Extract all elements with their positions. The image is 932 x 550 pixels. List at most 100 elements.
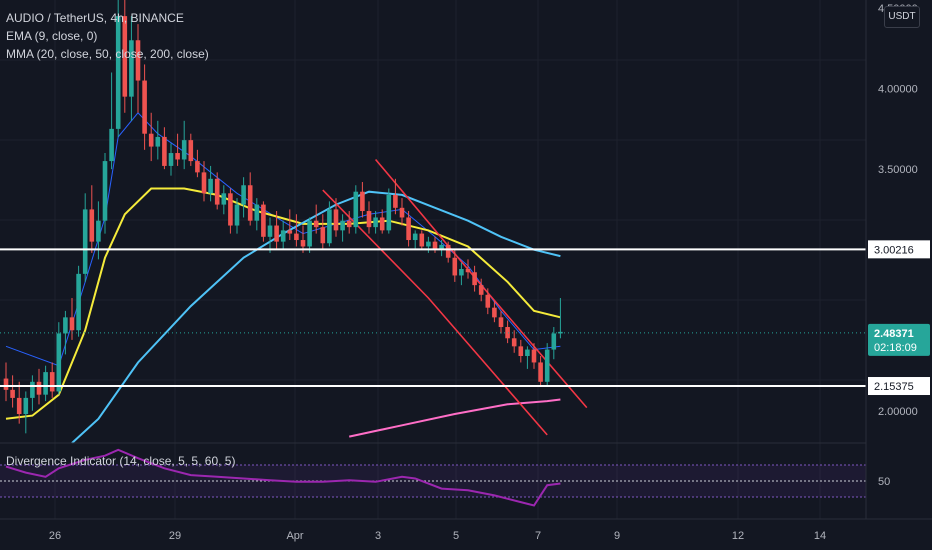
candle xyxy=(518,339,524,363)
candle-body xyxy=(294,233,299,241)
candle-body xyxy=(531,349,537,363)
candle xyxy=(122,0,128,113)
candle-body xyxy=(49,372,55,392)
candle-body xyxy=(551,333,557,350)
candle-body xyxy=(56,333,62,392)
candle-body xyxy=(155,136,161,147)
candle xyxy=(129,16,134,121)
candle-body xyxy=(234,204,240,226)
candle xyxy=(63,310,68,355)
candle xyxy=(181,120,187,170)
time-tick-label: 12 xyxy=(732,530,744,542)
candle-body xyxy=(393,194,398,208)
candle xyxy=(412,230,418,250)
candle xyxy=(254,198,260,231)
price-axis[interactable]: 4.500004.000003.500002.000003.002162.153… xyxy=(865,0,932,550)
candle xyxy=(102,153,108,234)
candle xyxy=(360,182,365,218)
candle xyxy=(89,185,95,253)
candle xyxy=(241,177,246,218)
divergence-legend[interactable]: Divergence Indicator (14, close, 5, 5, 6… xyxy=(6,454,236,468)
candle-body xyxy=(109,128,114,162)
candle-body xyxy=(228,193,233,226)
candle xyxy=(294,214,299,247)
candle-body xyxy=(406,217,411,241)
candle xyxy=(498,310,504,334)
price-tick-label: 3.50000 xyxy=(878,164,918,176)
candle-body xyxy=(102,161,108,221)
candle xyxy=(340,214,345,242)
ma-200-line xyxy=(348,398,561,438)
candle-body xyxy=(360,191,365,212)
candle xyxy=(228,188,233,234)
candle-body xyxy=(82,209,88,274)
candle xyxy=(214,172,220,210)
candle-body xyxy=(300,240,306,247)
price-axis-background xyxy=(866,0,932,550)
candle-body xyxy=(162,136,167,166)
candle xyxy=(452,249,458,282)
indicator-level-label: 50 xyxy=(878,476,890,488)
candle xyxy=(287,209,293,241)
candle xyxy=(148,112,154,162)
candle xyxy=(485,288,491,315)
candle xyxy=(525,346,530,369)
candle xyxy=(346,211,352,234)
candle xyxy=(188,133,194,166)
candle xyxy=(393,178,398,215)
candle xyxy=(76,265,81,337)
candle-body xyxy=(498,317,504,328)
level-price-tag xyxy=(868,240,930,259)
candle-body xyxy=(63,317,68,334)
ema-legend[interactable]: EMA (9, close, 0) xyxy=(6,29,98,43)
candle-body xyxy=(505,327,510,339)
candle-body xyxy=(439,244,444,250)
candle-body xyxy=(201,172,207,194)
candle xyxy=(366,201,372,234)
time-tick-label: 7 xyxy=(535,530,541,542)
candle-body xyxy=(43,372,48,395)
candle-body xyxy=(122,16,128,97)
candle xyxy=(544,343,550,386)
horizontal-levels xyxy=(0,248,866,388)
time-tick-label: 5 xyxy=(453,530,459,542)
candle-body xyxy=(459,269,464,276)
candle-body xyxy=(327,209,332,244)
candle-body xyxy=(386,194,392,231)
candle xyxy=(386,188,392,234)
currency-button[interactable]: USDT xyxy=(884,6,920,28)
candle-body xyxy=(247,185,253,221)
candle-body xyxy=(465,269,471,273)
candle-body xyxy=(208,178,213,194)
candle xyxy=(56,322,62,395)
candle-body xyxy=(399,207,405,218)
candle-body xyxy=(115,16,121,129)
candle-body xyxy=(432,241,438,250)
candle-body xyxy=(261,204,266,237)
candle xyxy=(274,211,279,250)
candle xyxy=(406,211,411,247)
candle xyxy=(115,0,121,137)
candle-body xyxy=(36,381,42,395)
candle xyxy=(353,185,359,234)
mma-legend[interactable]: MMA (20, close, 50, close, 200, close) xyxy=(6,47,209,61)
candle-body xyxy=(452,257,458,276)
countdown-label: 02:18:09 xyxy=(874,342,917,354)
price-tick-label: 4.00000 xyxy=(878,84,918,96)
candle xyxy=(472,265,477,292)
candle-body xyxy=(426,241,431,247)
time-tick-label: 3 xyxy=(375,530,381,542)
moving-average-lines xyxy=(5,112,561,444)
time-axis[interactable]: 26 29 Apr 3 5 7 9 12 14 xyxy=(0,518,932,550)
candle-body xyxy=(267,225,273,237)
candle xyxy=(419,230,425,250)
chart-legend: AUDIO / TetherUS, 4h, BINANCE EMA (9, cl… xyxy=(6,9,209,63)
candle-body xyxy=(280,230,286,242)
candle-body xyxy=(445,244,451,258)
candle-body xyxy=(254,204,260,221)
candle-body xyxy=(241,185,246,205)
candle-body xyxy=(320,227,326,244)
candle-body xyxy=(313,220,319,228)
symbol-title[interactable]: AUDIO / TetherUS, 4h, BINANCE xyxy=(6,11,184,25)
